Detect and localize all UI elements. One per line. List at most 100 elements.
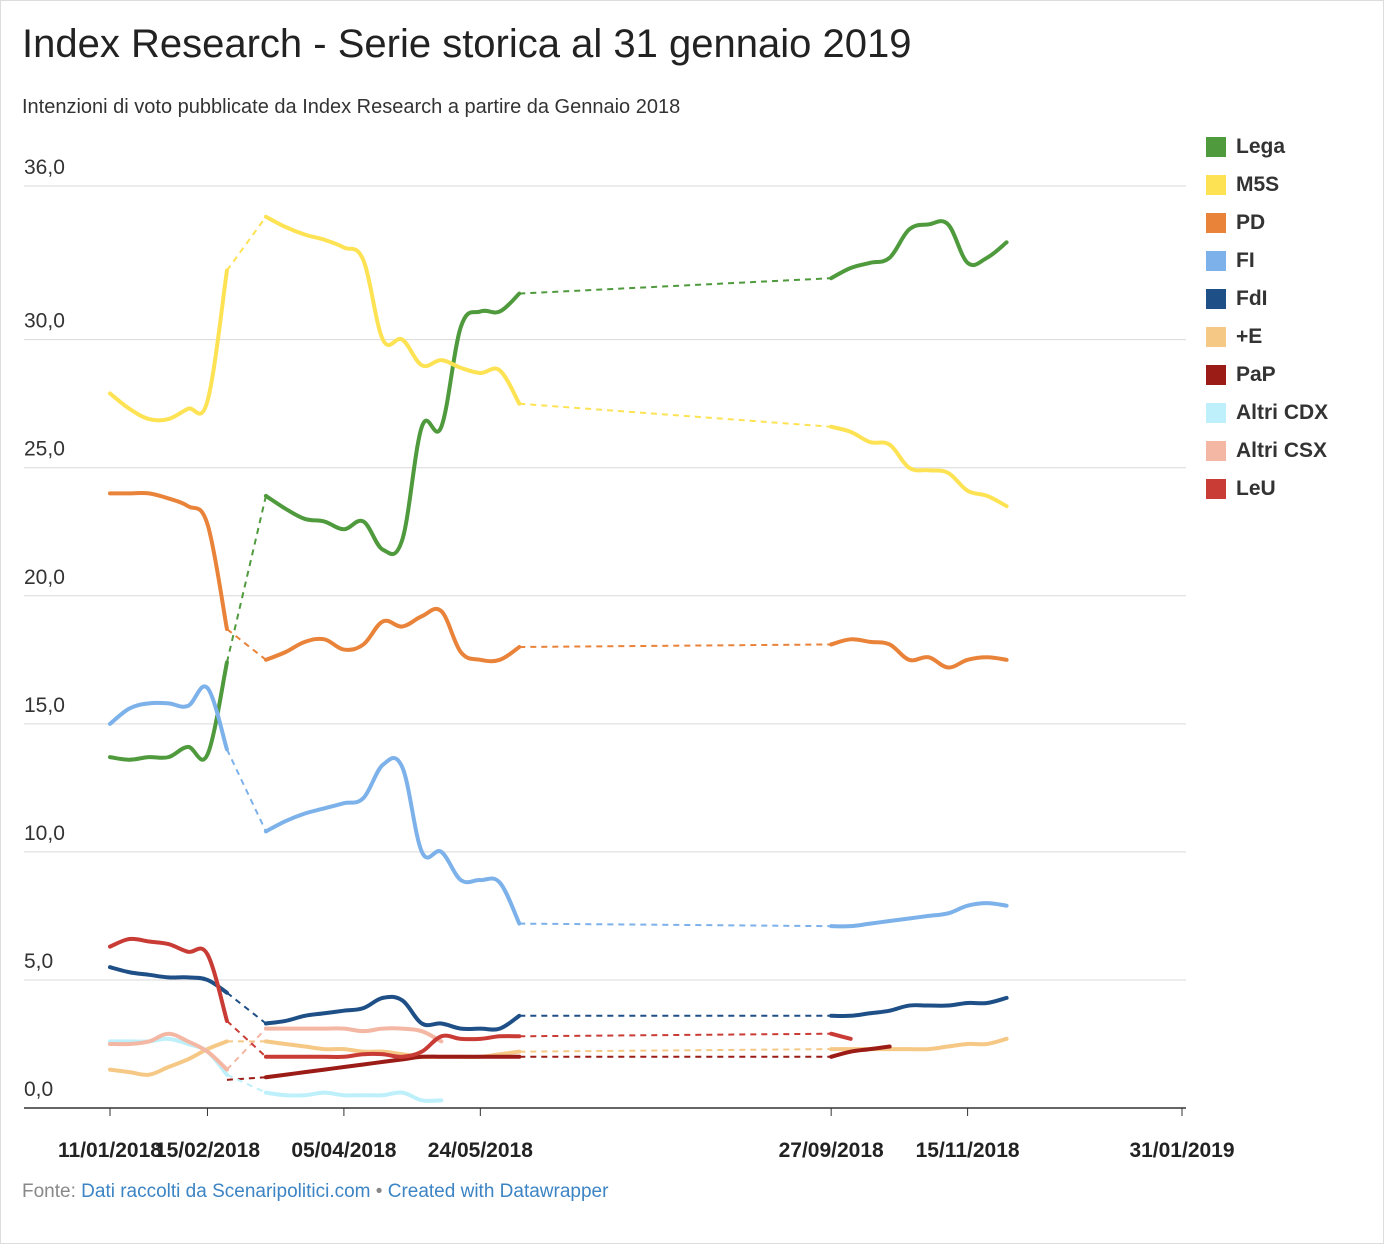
legend-item: +E: [1206, 318, 1328, 356]
series-line: [263, 606, 522, 664]
series-line: [263, 1090, 444, 1103]
legend-label: FdI: [1236, 287, 1268, 310]
footer: Fonte: Dati raccolti da Scenaripolitici.…: [22, 1181, 608, 1203]
legend: Lega M5S PD FI FdI +E PaP Altri CDX Altri CSX LeU: [1206, 128, 1328, 508]
legend-item: FdI: [1206, 280, 1328, 318]
series-gap-line: [519, 643, 832, 648]
series-line: [108, 1039, 229, 1077]
y-tick-label: 25,0: [24, 438, 65, 461]
legend-item: Altri CSX: [1206, 432, 1328, 470]
x-tick-label: 11/01/2018: [58, 1139, 162, 1162]
series-gap-line: [519, 922, 832, 928]
series-gap-line: [226, 1027, 267, 1071]
series-gap-line: [519, 277, 832, 295]
legend-swatch: [1206, 441, 1226, 461]
legend-swatch: [1206, 479, 1226, 499]
legend-swatch: [1206, 213, 1226, 233]
legend-label: PD: [1236, 211, 1266, 234]
series-line: [263, 291, 522, 557]
x-tick-label: 24/05/2018: [428, 1139, 533, 1162]
series-gap-line: [519, 1048, 832, 1053]
series-fdi: [108, 965, 1009, 1032]
legend-item: PaP: [1206, 356, 1328, 394]
legend-label: LeU: [1236, 477, 1276, 500]
series-altri-csx: [108, 1026, 444, 1072]
legend-label: FI: [1236, 249, 1255, 272]
legend-label: Altri CSX: [1236, 439, 1328, 462]
series-gap-line: [519, 1032, 832, 1038]
series-gap-line: [226, 1020, 267, 1058]
legend-swatch: [1206, 327, 1226, 347]
y-tick-label: 0,0: [24, 1078, 53, 1101]
legend-label: +E: [1236, 325, 1263, 348]
series-line: [263, 1054, 522, 1080]
series-line: [263, 994, 522, 1032]
legend-item: Altri CDX: [1206, 394, 1328, 432]
x-tick-label: 27/09/2018: [779, 1139, 884, 1162]
chart-title: Index Research - Serie storica al 31 gen…: [22, 22, 912, 66]
x-tick-label: 15/02/2018: [155, 1139, 260, 1162]
series-pd: [108, 490, 1009, 670]
y-tick-label: 36,0: [24, 156, 65, 179]
series-line: [829, 1036, 1009, 1052]
series-line: [263, 756, 522, 926]
series-gap-line: [226, 216, 267, 272]
footer-separator: •: [375, 1181, 383, 1202]
footer-prefix: Fonte:: [22, 1181, 76, 1202]
legend-label: Lega: [1236, 135, 1286, 158]
series-line: [108, 936, 229, 1023]
series-gap-line: [226, 1073, 267, 1094]
series-leu: [108, 936, 853, 1059]
series-gap-line: [519, 402, 832, 428]
datawrapper-link[interactable]: Created with Datawrapper: [387, 1181, 609, 1202]
legend-label: PaP: [1236, 363, 1276, 386]
legend-label: M5S: [1236, 173, 1280, 196]
y-tick-label: 10,0: [24, 822, 65, 845]
legend-label: Altri CDX: [1236, 401, 1329, 424]
series-line: [263, 1033, 522, 1059]
legend-item: FI: [1206, 242, 1328, 280]
legend-item: LeU: [1206, 470, 1328, 508]
legend-item: Lega: [1206, 128, 1328, 166]
x-tick-label: 31/01/2019: [1129, 1139, 1234, 1162]
series-gap-line: [226, 628, 267, 661]
series-line: [108, 490, 229, 632]
series-line: [263, 214, 522, 406]
grid-lines: [24, 185, 1186, 1109]
series-line: [108, 660, 229, 762]
series-line: [829, 901, 1009, 929]
source-link[interactable]: Dati raccolti da Scenaripolitici.com: [81, 1181, 371, 1202]
series-line: [108, 1031, 229, 1072]
y-tick-label: 15,0: [24, 694, 65, 717]
series-pap: [226, 1044, 892, 1081]
series-line: [829, 1031, 853, 1041]
legend-item: M5S: [1206, 166, 1328, 204]
series-gap-line: [226, 991, 267, 1025]
y-tick-label: 5,0: [24, 950, 53, 973]
series-m5s: [108, 214, 1009, 509]
legend-item: PD: [1206, 204, 1328, 242]
y-tick-label: 30,0: [24, 310, 65, 333]
series-lines: [108, 214, 1009, 1103]
legend-swatch: [1206, 251, 1226, 271]
series-line: [829, 637, 1009, 670]
chart-subtitle: Intenzioni di voto pubblicate da Index R…: [22, 96, 681, 118]
series-lega: [108, 219, 1009, 762]
legend-swatch: [1206, 289, 1226, 309]
series-line: [829, 995, 1009, 1019]
x-tick-label: 15/11/2018: [916, 1139, 1020, 1162]
legend-swatch: [1206, 175, 1226, 195]
series-line: [829, 219, 1009, 281]
series-line: [108, 965, 229, 995]
series-gap-line: [226, 749, 267, 832]
legend-swatch: [1206, 403, 1226, 423]
y-axis-ticks: 0,0 5,0 10,0 15,0 20,0 25,0 30,0 36,0: [24, 156, 65, 1101]
series-fi: [108, 684, 1009, 929]
series-line: [829, 1044, 892, 1059]
legend-swatch: [1206, 365, 1226, 385]
series-line: [108, 268, 229, 423]
x-tick-label: 05/04/2018: [291, 1139, 396, 1162]
series-line: [829, 424, 1009, 509]
